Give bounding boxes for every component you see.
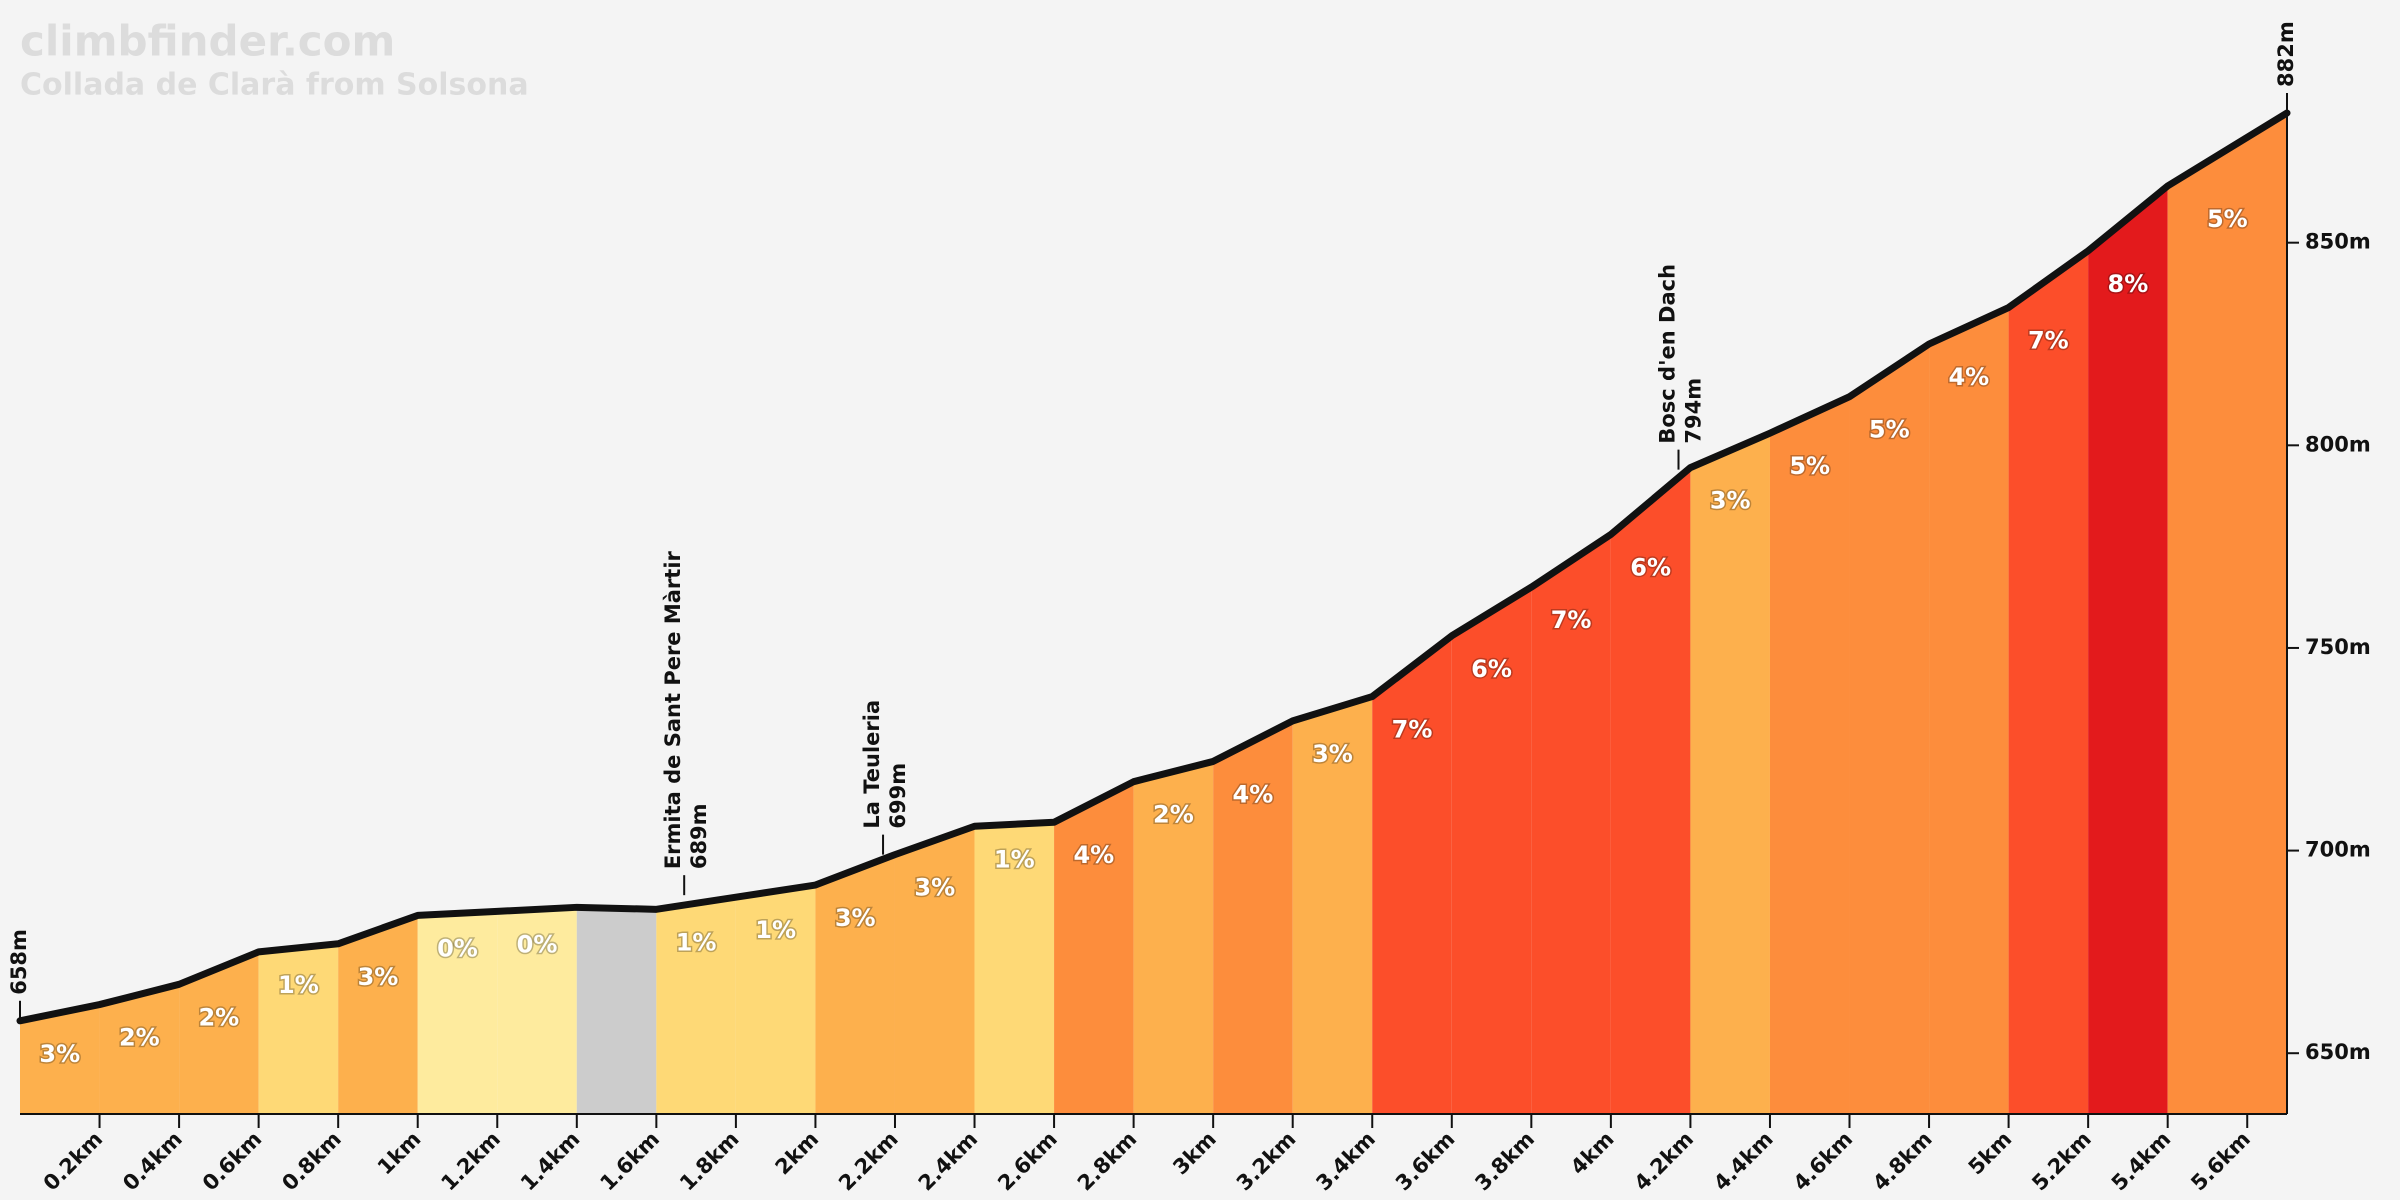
- grade-segment: [1849, 344, 1930, 1114]
- grade-label: 2%: [1153, 801, 1194, 829]
- marker-elevation: 658m: [7, 929, 31, 995]
- marker-name: Bosc d'en Dach: [1655, 264, 1679, 444]
- grade-segment: [1690, 433, 1770, 1114]
- grade-label: 3%: [1312, 740, 1353, 768]
- grade-segment: [1610, 467, 1691, 1115]
- grade-label: 5%: [1869, 416, 1910, 444]
- grade-label: 6%: [1630, 553, 1671, 581]
- grade-segment: [2008, 250, 2089, 1114]
- grade-label: 6%: [1471, 655, 1512, 683]
- grade-segment: [894, 826, 975, 1114]
- grade-label: 2%: [198, 1003, 239, 1031]
- grade-label: 1%: [676, 928, 717, 956]
- grade-segment: [417, 911, 498, 1114]
- grade-segment: [1372, 635, 1452, 1114]
- grade-segment: [20, 1004, 100, 1114]
- grade-label: 4%: [1948, 363, 1989, 391]
- grade-label: 1%: [755, 916, 796, 944]
- grade-segment: [1054, 781, 1134, 1114]
- grade-segment: [2088, 185, 2168, 1114]
- y-tick-label: 750m: [2305, 635, 2371, 659]
- y-tick-label: 800m: [2305, 432, 2371, 456]
- grade-segment: [1929, 307, 2009, 1114]
- y-tick-label: 650m: [2305, 1040, 2371, 1064]
- marker-elevation: 699m: [886, 763, 910, 829]
- chart-title: climbfinder.com: [20, 17, 395, 66]
- grade-segment: [1531, 534, 1611, 1114]
- grade-segment: [99, 984, 180, 1114]
- grade-label: 3%: [914, 874, 955, 902]
- grade-segment: [1451, 587, 1532, 1114]
- grade-segment: [974, 822, 1055, 1114]
- grade-segment: [2167, 113, 2287, 1114]
- grade-segment: [338, 915, 418, 1114]
- grade-label: 8%: [2108, 270, 2149, 298]
- grade-label: 0%: [517, 930, 558, 958]
- grade-segment: [576, 907, 657, 1114]
- grade-label: 0%: [437, 934, 478, 962]
- chart-subtitle: Collada de Clarà from Solsona: [20, 68, 529, 103]
- grade-segment: [258, 943, 339, 1114]
- grade-label: 1%: [278, 971, 319, 999]
- grade-label: 3%: [358, 963, 399, 991]
- grade-label: 3%: [1710, 487, 1751, 515]
- grade-label: 5%: [1789, 452, 1830, 480]
- grade-label: 4%: [1233, 780, 1274, 808]
- marker-elevation: 794m: [1681, 378, 1705, 444]
- grade-segment: [656, 897, 736, 1114]
- grade-label: 7%: [1551, 606, 1592, 634]
- grade-label: 5%: [2207, 205, 2248, 233]
- grade-label: 1%: [994, 845, 1035, 873]
- grade-segment: [735, 885, 816, 1114]
- profile-line: [16, 109, 2291, 1025]
- y-tick-label: 700m: [2305, 838, 2371, 862]
- grade-segment: [497, 907, 577, 1114]
- grade-segment: [1213, 720, 1293, 1114]
- marker-elevation: 689m: [687, 803, 711, 869]
- marker-name: Ermita de Sant Pere Màrtir: [661, 550, 685, 869]
- grade-segment: [1292, 696, 1373, 1114]
- grade-label: 3%: [835, 904, 876, 932]
- grade-segment: [179, 951, 259, 1114]
- grade-segment: [1769, 396, 1850, 1114]
- grade-segment: [1133, 761, 1214, 1114]
- grade-label: 3%: [39, 1040, 80, 1068]
- marker-name: La Teuleria: [860, 700, 884, 829]
- grade-label: 4%: [1073, 841, 1114, 869]
- grade-label: 2%: [119, 1024, 160, 1052]
- y-tick-label: 850m: [2305, 230, 2371, 254]
- grade-label: 7%: [2028, 327, 2069, 355]
- grade-segment: [815, 854, 895, 1114]
- marker-elevation: 882m: [2274, 21, 2298, 87]
- grade-label: 7%: [1392, 716, 1433, 744]
